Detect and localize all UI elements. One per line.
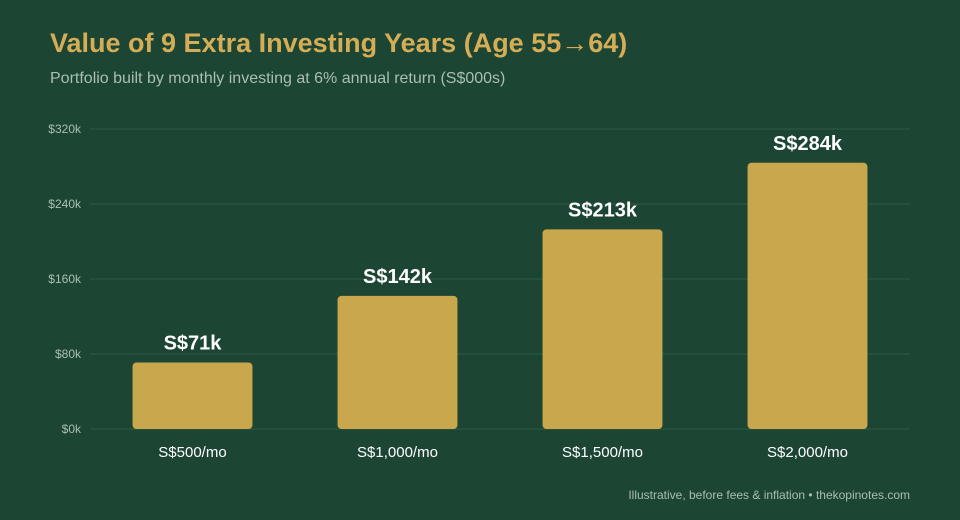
- x-category-label: S$500/mo: [158, 444, 226, 461]
- y-tick-label: $0k: [62, 422, 82, 436]
- y-tick-label: $80k: [55, 347, 82, 361]
- bar: [337, 295, 458, 429]
- y-tick-label: $240k: [48, 197, 82, 211]
- bar: [747, 162, 868, 429]
- y-tick-label: $160k: [48, 272, 82, 286]
- chart-footer-note: Illustrative, before fees & inflation • …: [628, 488, 910, 502]
- y-tick-label: $320k: [48, 122, 82, 136]
- x-category-label: S$1,000/mo: [357, 444, 438, 461]
- bar: [542, 229, 663, 429]
- x-category-label: S$2,000/mo: [767, 444, 848, 461]
- bar-value-label: S$142k: [363, 266, 433, 288]
- bar-value-label: S$213k: [568, 199, 638, 221]
- bar-value-label: S$284k: [773, 133, 843, 155]
- bar-value-label: S$71k: [164, 332, 223, 354]
- bar: [132, 362, 253, 429]
- chart-title: Value of 9 Extra Investing Years (Age 55…: [50, 28, 628, 58]
- x-category-label: S$1,500/mo: [562, 444, 643, 461]
- chart-subtitle: Portfolio built by monthly investing at …: [50, 70, 506, 87]
